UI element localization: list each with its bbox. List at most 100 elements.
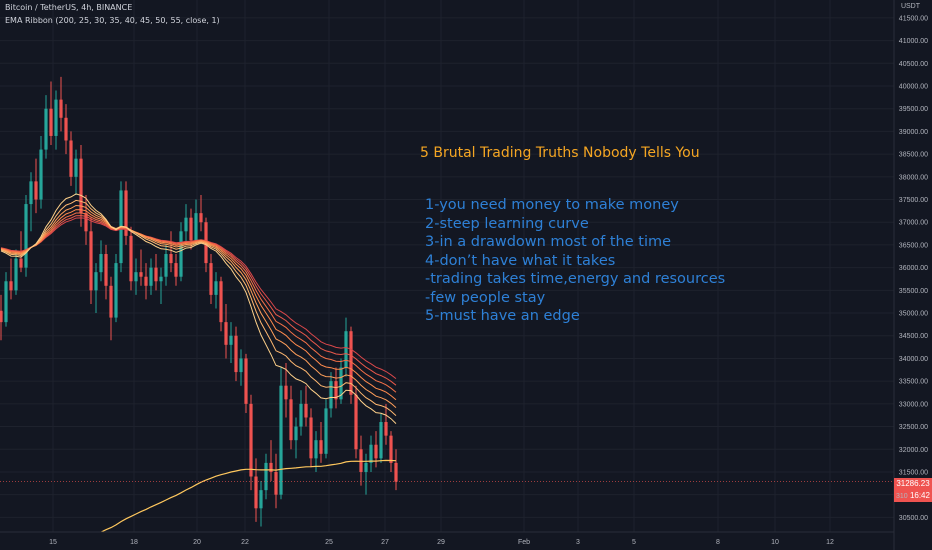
candle-body <box>9 281 13 291</box>
annotation-line: 4-don’t have what it takes <box>425 252 616 269</box>
price-tick-label: 41000.00 <box>899 38 928 45</box>
price-axis-panel[interactable] <box>894 0 932 532</box>
ema-ribbon-line <box>0 193 397 424</box>
candle-body <box>234 335 238 373</box>
candle-body <box>254 476 258 509</box>
candle-body <box>24 204 28 268</box>
candle-body <box>289 399 293 441</box>
candle-body <box>284 385 288 400</box>
candle-body <box>384 422 388 436</box>
countdown-tag: 310 16:42 <box>894 490 932 502</box>
price-tick-label: 40500.00 <box>899 61 928 68</box>
price-tick-label: 39000.00 <box>899 129 928 136</box>
candle-body <box>369 444 373 463</box>
price-tick-label: 35000.00 <box>899 311 928 318</box>
candle-body <box>224 322 228 345</box>
time-tick-label: Feb <box>518 539 530 546</box>
ema-ribbon-line <box>0 212 397 393</box>
candle-body <box>144 276 148 286</box>
price-tick-label: 38500.00 <box>899 152 928 159</box>
candle-body <box>4 281 8 323</box>
candle-body <box>179 231 183 277</box>
candle-body <box>219 281 223 323</box>
price-tick-label: 34000.00 <box>899 356 928 363</box>
time-tick-label: 20 <box>193 539 201 546</box>
chart-grid <box>0 0 894 532</box>
candle-body <box>64 117 68 141</box>
candle-body <box>239 358 243 373</box>
price-tick-label: 40000.00 <box>899 84 928 91</box>
candle-body <box>169 254 173 264</box>
currency-label: USDT <box>900 3 920 10</box>
indicator-legend[interactable]: EMA Ribbon (200, 25, 30, 35, 40, 45, 50,… <box>5 16 220 25</box>
candle-body <box>309 417 313 459</box>
candle-body <box>34 181 38 200</box>
annotation-line: -trading takes time,energy and resources <box>425 271 726 287</box>
countdown-prefix: 310 <box>896 493 908 500</box>
candle-body <box>164 254 168 277</box>
candle-body <box>94 272 98 291</box>
candle-body <box>159 276 163 282</box>
candle-body <box>259 490 263 509</box>
annotation-line: 1-you need money to make money <box>425 197 679 213</box>
candle-body <box>59 99 63 118</box>
time-tick-label: 12 <box>826 539 834 546</box>
candle-body <box>359 449 363 472</box>
candle-body <box>39 149 43 200</box>
candle-body <box>79 158 83 214</box>
candle-body <box>394 462 398 482</box>
last-price-tag: 31286.23 <box>894 478 932 490</box>
symbol-legend[interactable]: Bitcoin / TetherUS, 4h, BINANCE <box>5 3 133 12</box>
candle-body <box>379 422 383 459</box>
candle-body <box>389 435 393 463</box>
candle-body <box>69 140 73 177</box>
candle-body <box>139 272 143 277</box>
price-tick-label: 31500.00 <box>899 469 928 476</box>
time-tick-label: 18 <box>130 539 138 546</box>
candle-body <box>324 408 328 454</box>
ema-200-line <box>70 459 397 550</box>
candle-body <box>184 217 188 232</box>
price-tick-label: 37000.00 <box>899 220 928 227</box>
candle-body <box>84 213 88 232</box>
candle-body <box>299 403 303 427</box>
candle-body <box>134 272 138 282</box>
candle-body <box>244 358 248 404</box>
candle-body <box>129 235 133 282</box>
candle-body <box>19 258 23 268</box>
candle-body <box>344 331 348 368</box>
candle-body <box>354 394 358 450</box>
candle-body <box>304 403 308 418</box>
price-tick-label: 33000.00 <box>899 401 928 408</box>
candle-body <box>314 440 318 459</box>
price-tick-label: 32000.00 <box>899 447 928 454</box>
time-tick-label: 8 <box>716 539 720 546</box>
candle-body <box>99 254 103 273</box>
candle-body <box>0 310 3 323</box>
annotation-list[interactable]: 1-you need money to make money 2-steep l… <box>425 196 725 326</box>
candle-body <box>14 258 18 291</box>
candle-body <box>294 426 298 441</box>
candle-body <box>89 231 93 291</box>
annotation-title[interactable]: 5 Brutal Trading Truths Nobody Tells You <box>420 145 700 161</box>
time-axis-panel[interactable] <box>0 532 894 550</box>
candle-body <box>124 190 128 236</box>
price-tick-label: 38000.00 <box>899 174 928 181</box>
countdown-timer: 16:42 <box>909 491 930 500</box>
candle-body <box>334 381 338 400</box>
candle-body <box>44 108 48 150</box>
candle-body <box>29 181 33 205</box>
ema-ribbon-line <box>0 199 397 416</box>
time-tick-label: 27 <box>381 539 389 546</box>
candle-body <box>329 381 333 409</box>
price-tick-label: 41500.00 <box>899 15 928 22</box>
candle-body <box>194 213 198 241</box>
time-tick-label: 22 <box>241 539 249 546</box>
price-tick-label: 39500.00 <box>899 106 928 113</box>
time-axis: 15 18 20 22 25 27 29 Feb 3 5 8 10 12 <box>49 539 834 546</box>
candle-body <box>74 158 78 177</box>
candle-body <box>149 267 153 286</box>
price-tick-label: 35500.00 <box>899 288 928 295</box>
candle-body <box>374 444 378 459</box>
